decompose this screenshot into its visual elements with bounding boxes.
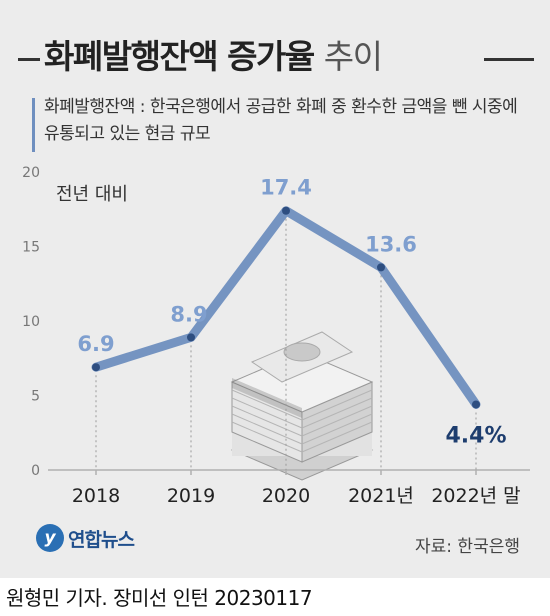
x-tick-label: 2021년 [348, 485, 414, 507]
data-label: 6.9 [77, 332, 114, 356]
y-tick-label: 0 [31, 463, 40, 479]
data-label: 8.9 [170, 302, 207, 326]
source-note: 자료: 한국은행 [415, 537, 520, 557]
chart-title: 화폐발행잔액 증가율 추이 [44, 30, 383, 78]
data-labels-group: 6.9 8.9 17.4 13.6 4.4% [77, 176, 506, 449]
y-tick-label: 10 [22, 314, 40, 330]
title-light: 추이 [323, 37, 383, 76]
y-tick-label: 15 [22, 240, 40, 256]
data-point [377, 263, 385, 272]
title-accent-left [18, 58, 40, 61]
yonhap-logo: y 연합뉴스 [36, 524, 135, 552]
y-tick-label: 20 [22, 165, 40, 181]
axes: 0 5 10 15 20 전년 대비 2018 2019 2020 2021년 2022년 말 [22, 165, 530, 507]
y-axis-label: 전년 대비 [56, 184, 128, 205]
title-accent-right [484, 58, 534, 61]
x-tick-label: 2022년 말 [431, 485, 520, 507]
data-point [282, 206, 290, 215]
credit-footer: 원형민 기자. 장미선 인턴 20230117 [6, 586, 313, 610]
x-tick-label: 2019 [167, 485, 215, 507]
data-point [472, 400, 480, 409]
y-tick-label: 5 [31, 389, 40, 405]
data-point [187, 333, 195, 342]
logo-mark-icon: y [36, 524, 64, 552]
data-label: 4.4% [445, 423, 506, 448]
money-stack-icon [230, 331, 374, 481]
x-tick-label: 2018 [72, 485, 120, 507]
title-bold: 화폐발행잔액 증가율 [44, 37, 315, 76]
data-label: 17.4 [260, 176, 312, 200]
data-label: 13.6 [365, 232, 417, 256]
description-bar [32, 98, 35, 152]
logo-text: 연합뉴스 [68, 528, 135, 551]
data-point [92, 363, 100, 372]
description: 화폐발행잔액 : 한국은행에서 공급한 화폐 중 환수한 금액을 뺀 시중에 유… [44, 97, 518, 144]
line-chart: 0 5 10 15 20 전년 대비 2018 2019 2020 2021년 2022년 말 6.… [22, 165, 530, 507]
x-tick-label: 2020 [262, 485, 310, 507]
series-group [91, 206, 481, 409]
chart-panel [0, 0, 550, 578]
